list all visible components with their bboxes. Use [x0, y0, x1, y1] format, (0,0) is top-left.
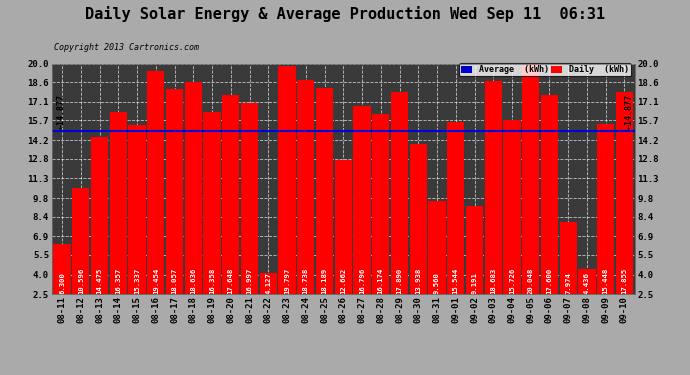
Text: 17.855: 17.855 — [622, 267, 627, 294]
Bar — [241, 104, 258, 294]
Text: 9.191: 9.191 — [471, 272, 477, 294]
Text: 17.648: 17.648 — [228, 267, 234, 294]
Bar — [522, 63, 540, 294]
Bar — [466, 206, 483, 294]
Text: 20.048: 20.048 — [528, 267, 534, 294]
Text: 15.544: 15.544 — [453, 267, 459, 294]
Bar — [259, 273, 277, 294]
Text: 18.683: 18.683 — [491, 267, 496, 294]
Bar — [372, 114, 389, 294]
Text: 18.738: 18.738 — [303, 267, 309, 294]
Bar — [185, 82, 202, 294]
Text: 4.127: 4.127 — [265, 272, 271, 294]
Bar — [204, 112, 221, 294]
Text: 16.997: 16.997 — [246, 267, 253, 294]
Text: 18.189: 18.189 — [322, 267, 328, 294]
Bar — [428, 201, 446, 294]
Bar — [391, 92, 408, 294]
Bar — [297, 80, 315, 294]
Text: 12.662: 12.662 — [340, 267, 346, 294]
Bar — [447, 123, 464, 294]
Bar — [578, 269, 595, 294]
Bar — [72, 188, 90, 294]
Bar — [147, 71, 164, 294]
Bar — [560, 222, 577, 294]
Text: ←14.877: ←14.877 — [625, 94, 634, 129]
Bar — [278, 66, 295, 294]
Text: 16.796: 16.796 — [359, 267, 365, 294]
Text: 10.596: 10.596 — [78, 267, 83, 294]
Text: 15.726: 15.726 — [509, 267, 515, 294]
Legend: Average  (kWh), Daily  (kWh): Average (kWh), Daily (kWh) — [459, 63, 631, 76]
Bar — [110, 112, 127, 294]
Text: 19.797: 19.797 — [284, 267, 290, 294]
Bar — [597, 124, 614, 294]
Text: 19.454: 19.454 — [152, 267, 159, 294]
Bar — [504, 120, 521, 294]
Bar — [166, 89, 183, 294]
Bar — [128, 125, 146, 294]
Text: Copyright 2013 Cartronics.com: Copyright 2013 Cartronics.com — [54, 43, 199, 52]
Bar — [316, 88, 333, 294]
Bar — [222, 95, 239, 294]
Text: 13.938: 13.938 — [415, 267, 422, 294]
Bar — [335, 160, 352, 294]
Text: 17.600: 17.600 — [546, 267, 553, 294]
Text: 18.057: 18.057 — [172, 267, 177, 294]
Bar — [616, 92, 633, 294]
Text: 4.436: 4.436 — [584, 272, 590, 294]
Text: 9.560: 9.560 — [434, 272, 440, 294]
Bar — [410, 144, 427, 294]
Bar — [541, 95, 558, 294]
Text: 15.448: 15.448 — [603, 267, 609, 294]
Text: 7.974: 7.974 — [565, 272, 571, 294]
Text: 17.890: 17.890 — [397, 267, 402, 294]
Text: 16.358: 16.358 — [209, 267, 215, 294]
Bar — [484, 81, 502, 294]
Bar — [53, 244, 70, 294]
Text: 6.300: 6.300 — [59, 272, 65, 294]
Text: 18.636: 18.636 — [190, 267, 196, 294]
Bar — [91, 136, 108, 294]
Text: Daily Solar Energy & Average Production Wed Sep 11  06:31: Daily Solar Energy & Average Production … — [85, 6, 605, 22]
Text: 14.475: 14.475 — [97, 267, 103, 294]
Text: 15.337: 15.337 — [134, 267, 140, 294]
Text: ←14.877: ←14.877 — [57, 94, 66, 129]
Text: 16.357: 16.357 — [115, 267, 121, 294]
Text: 16.174: 16.174 — [377, 267, 384, 294]
Bar — [353, 106, 371, 294]
